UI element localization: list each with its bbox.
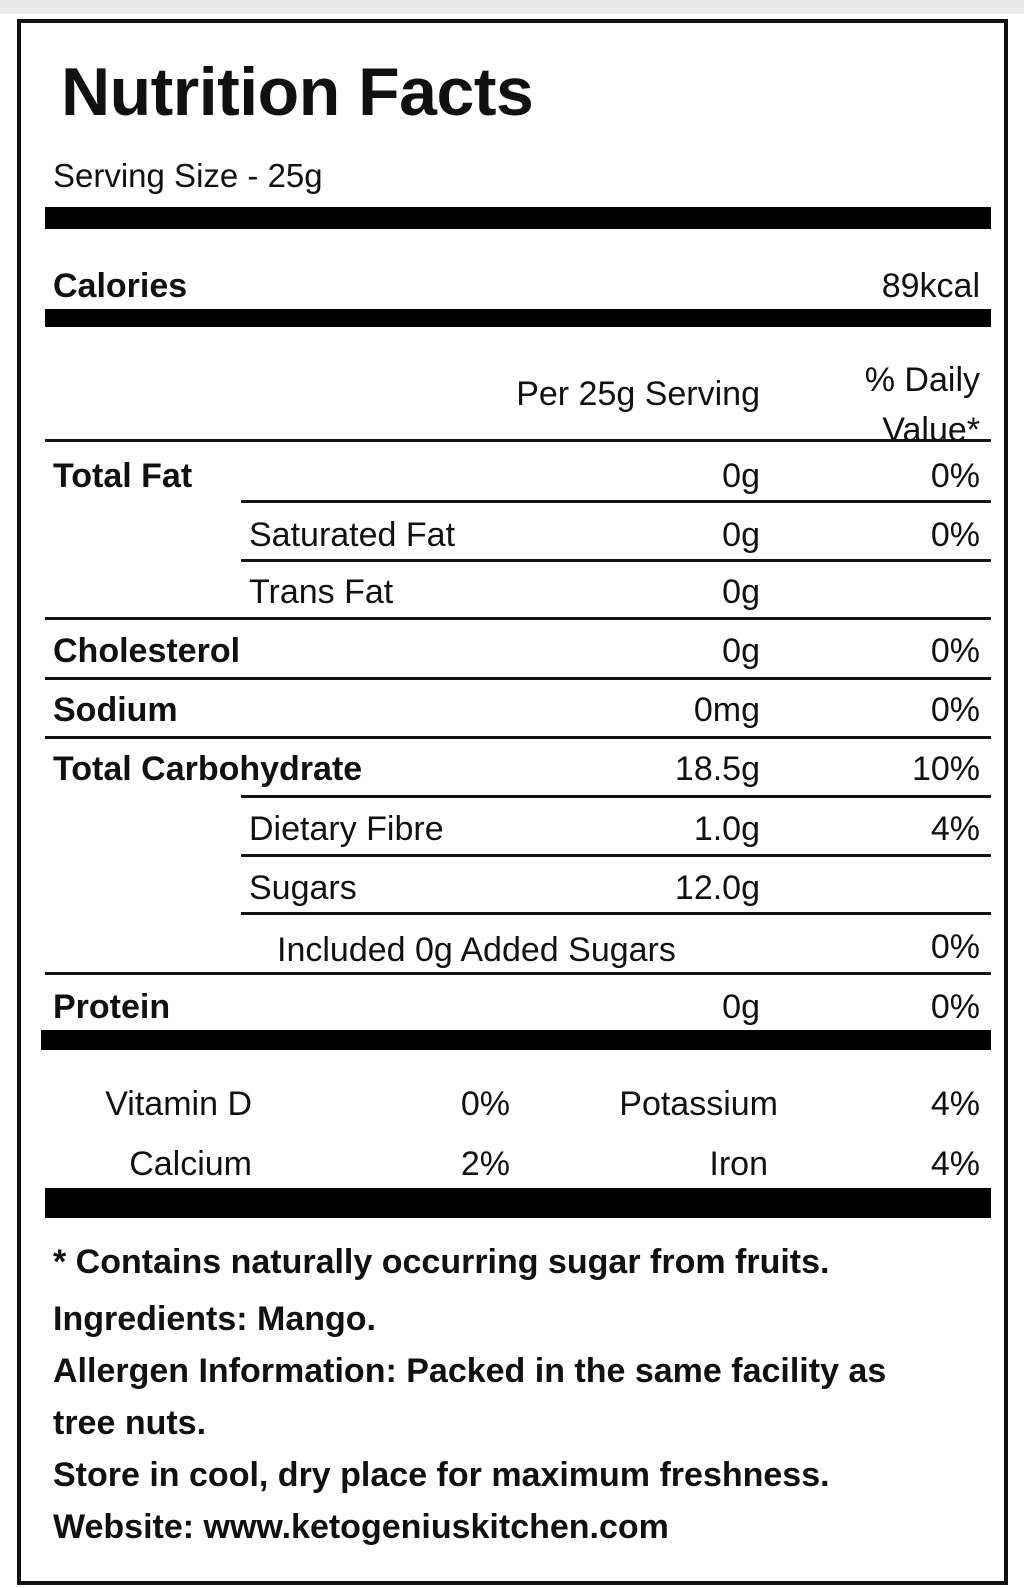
nutrient-label-dietary-fibre: Dietary Fibre: [249, 810, 444, 848]
mineral-label-iron: Iron: [709, 1145, 768, 1183]
vitamin-label-vitamin-d: Vitamin D: [105, 1085, 252, 1123]
medium-divider: [45, 309, 991, 327]
nutrient-label-total-carbohydrate: Total Carbohydrate: [53, 750, 363, 788]
thick-divider: [45, 207, 991, 229]
nutrient-amount-total-carbohydrate: 18.5g: [674, 750, 760, 788]
nutrient-label-sugars: Sugars: [249, 869, 357, 907]
nutrient-amount-total-fat: 0g: [722, 457, 760, 495]
nutrient-amount-protein: 0g: [722, 988, 760, 1026]
row-divider: [241, 500, 991, 503]
per-serving-header: Per 25g Serving: [516, 375, 760, 413]
nutrient-dv-added-sugars: 0%: [930, 928, 980, 966]
nutrient-label-protein: Protein: [53, 988, 171, 1026]
nutrient-amount-saturated-fat: 0g: [722, 516, 760, 554]
row-divider: [45, 736, 991, 739]
row-divider: [45, 439, 991, 442]
row-divider: [241, 854, 991, 857]
row-divider: [241, 795, 991, 798]
nutrient-amount-dietary-fibre: 1.0g: [693, 810, 760, 848]
label-title: Nutrition Facts: [61, 54, 534, 130]
nutrient-dv-sodium: 0%: [930, 691, 980, 729]
daily-value-header: % Daily Value*: [864, 361, 980, 449]
nutrient-label-added-sugars: Included 0g Added Sugars: [277, 931, 676, 969]
storage-text: Store in cool, dry place for maximum fre…: [53, 1456, 830, 1494]
nutrient-dv-total-fat: 0%: [930, 457, 980, 495]
nutrient-dv-total-carbohydrate: 10%: [911, 750, 980, 788]
mineral-label-calcium: Calcium: [129, 1145, 252, 1183]
row-divider: [241, 912, 991, 915]
allergen-text-line2: tree nuts.: [53, 1404, 207, 1442]
nutrient-dv-saturated-fat: 0%: [930, 516, 980, 554]
row-divider: [241, 559, 991, 562]
top-strip: [0, 0, 1024, 14]
nutrient-label-sodium: Sodium: [53, 691, 178, 729]
mineral-label-potassium: Potassium: [619, 1085, 778, 1123]
serving-size: Serving Size - 25g: [53, 157, 323, 194]
nutrient-label-total-fat: Total Fat: [53, 457, 193, 495]
ingredients-text: Ingredients: Mango.: [53, 1300, 376, 1338]
row-divider: [45, 617, 991, 620]
mineral-value-potassium: 4%: [930, 1085, 980, 1123]
row-divider: [45, 677, 991, 680]
mineral-value-calcium: 2%: [460, 1145, 510, 1183]
row-divider: [45, 972, 991, 975]
nutrient-amount-sugars: 12.0g: [674, 869, 760, 907]
nutrient-dv-dietary-fibre: 4%: [930, 810, 980, 848]
nutrient-amount-sodium: 0mg: [693, 691, 760, 729]
nutrient-label-saturated-fat: Saturated Fat: [249, 516, 456, 554]
nutrition-label: Nutrition Facts Serving Size - 25g Calor…: [17, 19, 1008, 1585]
nutrient-amount-trans-fat: 0g: [722, 573, 760, 611]
thick-divider: [45, 1188, 991, 1218]
calories-value: 89kcal: [881, 267, 980, 305]
nutrient-amount-cholesterol: 0g: [722, 632, 760, 670]
nutrient-dv-cholesterol: 0%: [930, 632, 980, 670]
nutrient-label-cholesterol: Cholesterol: [53, 632, 241, 670]
allergen-text-line1: Allergen Information: Packed in the same…: [53, 1352, 887, 1390]
mineral-value-iron: 4%: [930, 1145, 980, 1183]
nutrient-dv-protein: 0%: [930, 988, 980, 1026]
thick-divider: [41, 1030, 991, 1050]
sugar-footnote: * Contains naturally occurring sugar fro…: [53, 1243, 830, 1281]
calories-label: Calories: [53, 267, 188, 305]
vitamin-value-vitamin-d: 0%: [460, 1085, 510, 1123]
nutrient-label-trans-fat: Trans Fat: [249, 573, 394, 611]
website-text: Website: www.ketogeniuskitchen.com: [53, 1508, 669, 1546]
